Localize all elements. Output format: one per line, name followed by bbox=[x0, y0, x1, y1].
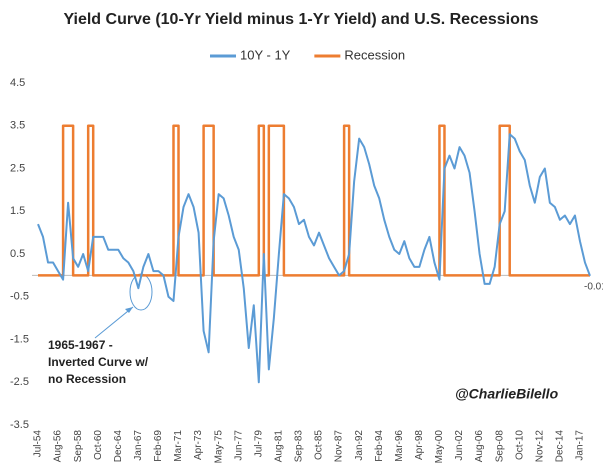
y-tick-label: -2.5 bbox=[10, 376, 29, 388]
x-tick-label: Oct-85 bbox=[314, 430, 325, 460]
x-tick-label: Aug-06 bbox=[474, 430, 485, 463]
x-tick-label: Nov-12 bbox=[534, 430, 545, 463]
arrow bbox=[94, 306, 134, 339]
y-tick-label: -0.5 bbox=[10, 291, 29, 303]
data-label: -0.01 bbox=[584, 281, 603, 292]
x-tick-label: Mar-96 bbox=[394, 430, 405, 462]
y-tick-label: -1.5 bbox=[10, 333, 29, 345]
y-tick-label: 3.5 bbox=[10, 120, 25, 132]
x-tick-label: Jul-79 bbox=[253, 430, 264, 458]
x-tick-label: Jul-54 bbox=[33, 430, 44, 458]
x-tick-label: Aug-81 bbox=[274, 430, 285, 463]
y-tick-label: 2.5 bbox=[10, 162, 25, 174]
annotation: no Recession bbox=[48, 372, 126, 386]
x-tick-label: Jan-17 bbox=[575, 430, 586, 461]
watermark: @CharlieBilello bbox=[455, 386, 559, 402]
annotation: 1965-1967 - bbox=[48, 338, 113, 352]
data-line bbox=[37, 133, 591, 384]
arrow-head bbox=[125, 307, 133, 313]
x-tick-label: Jan-67 bbox=[133, 430, 144, 461]
chart-title: Yield Curve (10-Yr Yield minus 1-Yr Yiel… bbox=[63, 11, 538, 28]
x-tick-label: Aug-56 bbox=[53, 430, 64, 463]
x-tick-label: Sep-58 bbox=[73, 430, 84, 463]
x-tick-label: Apr-73 bbox=[193, 430, 204, 460]
x-tick-label: Dec-14 bbox=[555, 430, 566, 463]
y-tick-label: -3.5 bbox=[10, 419, 29, 431]
x-tick-label: Feb-69 bbox=[153, 430, 164, 462]
x-tick-label: Sep-83 bbox=[294, 430, 305, 463]
x-tick-label: Mar-71 bbox=[173, 430, 184, 462]
annotation: Inverted Curve w/ bbox=[48, 355, 149, 369]
x-tick-label: Sep-08 bbox=[494, 430, 505, 463]
x-tick-label: Jun-02 bbox=[454, 430, 465, 461]
x-tick-label: Nov-87 bbox=[334, 430, 345, 463]
y-tick-label: 0.5 bbox=[10, 248, 25, 260]
x-tick-label: Jun-77 bbox=[233, 430, 244, 461]
x-tick-label: Oct-60 bbox=[93, 430, 104, 460]
x-tick-label: Jan-92 bbox=[354, 430, 365, 461]
legend-label: 10Y - 1Y bbox=[240, 47, 291, 62]
x-tick-label: May-75 bbox=[213, 430, 224, 464]
x-tick-label: Feb-94 bbox=[374, 430, 385, 462]
x-tick-label: May-00 bbox=[434, 430, 445, 464]
legend-label: Recession bbox=[344, 47, 405, 62]
x-tick-label: Dec-64 bbox=[113, 430, 124, 463]
x-tick-label: Oct-10 bbox=[514, 430, 525, 460]
x-tick-label: Apr-98 bbox=[414, 430, 425, 460]
y-tick-label: 4.5 bbox=[10, 77, 25, 89]
y-tick-label: 1.5 bbox=[10, 205, 25, 217]
